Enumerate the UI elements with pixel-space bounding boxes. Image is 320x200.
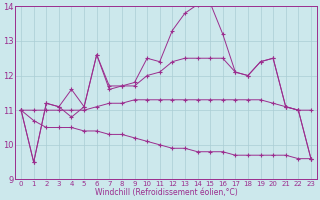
- X-axis label: Windchill (Refroidissement éolien,°C): Windchill (Refroidissement éolien,°C): [95, 188, 237, 197]
